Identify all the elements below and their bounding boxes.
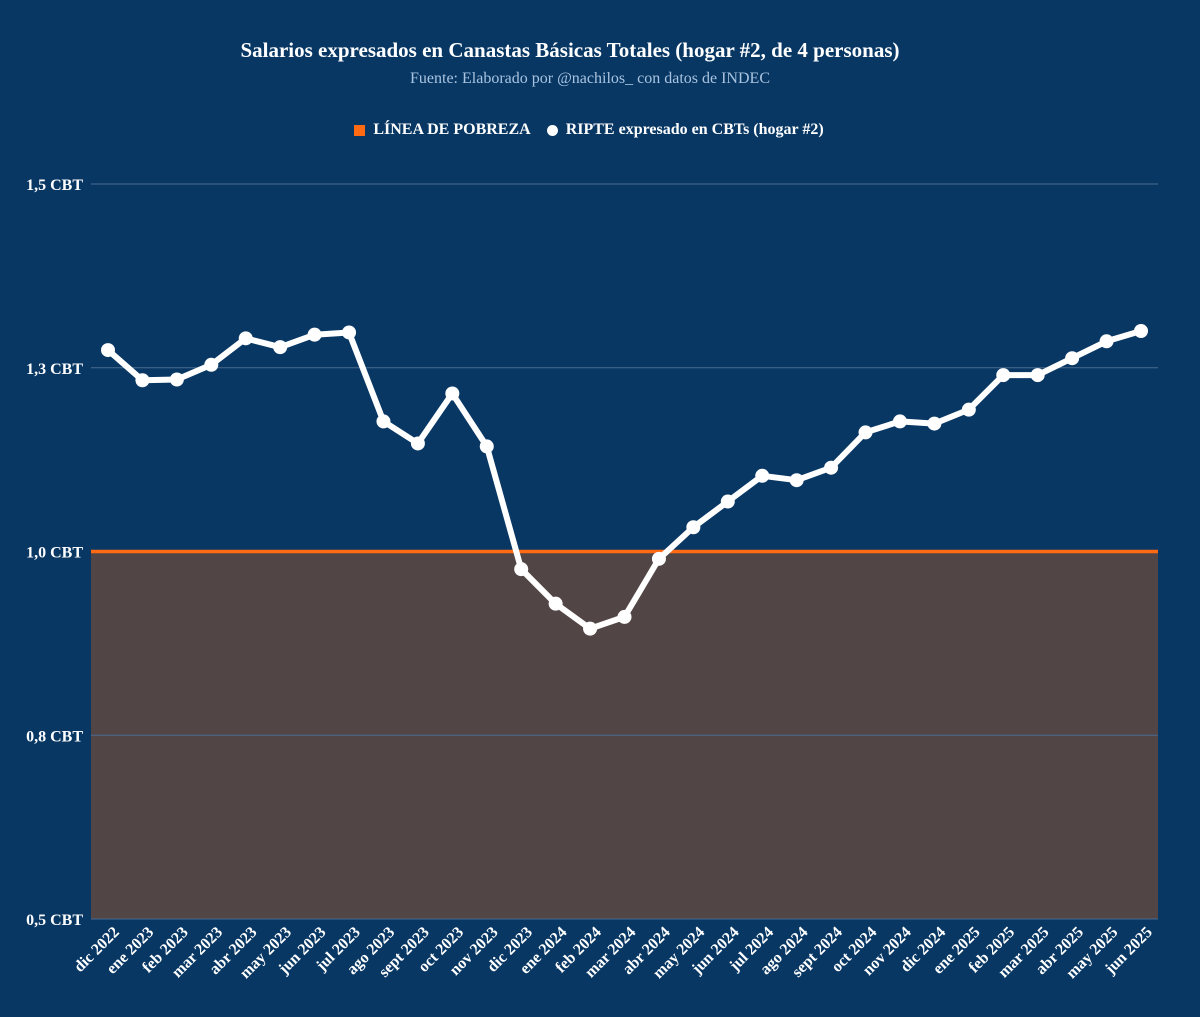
ripte-point <box>204 357 219 372</box>
ripte-point <box>1099 334 1114 349</box>
chart-legend: LÍNEA DE POBREZA RIPTE expresado en CBTs… <box>0 121 1178 139</box>
ripte-point <box>273 340 288 355</box>
legend-item-ripte[interactable]: RIPTE expresado en CBTs (hogar #2) <box>546 121 824 139</box>
y-tick-label: 0,8 CBT <box>26 728 83 745</box>
ripte-point <box>583 621 598 636</box>
ripte-point <box>101 343 115 358</box>
ripte-point <box>720 494 735 509</box>
ripte-point <box>445 386 460 401</box>
ripte-point <box>342 325 357 340</box>
ripte-point <box>376 414 391 429</box>
ripte-point <box>996 368 1011 383</box>
legend-label-ripte: RIPTE expresado en CBTs (hogar #2) <box>565 121 824 138</box>
ripte-point <box>307 327 322 342</box>
legend-item-poverty-line[interactable]: LÍNEA DE POBREZA <box>354 121 531 139</box>
ripte-point <box>755 468 770 483</box>
ripte-point <box>514 562 529 577</box>
chart-title: Salarios expresados en Canastas Básicas … <box>240 38 900 62</box>
y-tick-label: 1,3 CBT <box>26 361 83 378</box>
chart-subtitle: Fuente: Elaborado por @nachilos_ con dat… <box>410 70 770 87</box>
ripte-point <box>135 373 150 388</box>
ripte-point <box>824 460 839 475</box>
ripte-point <box>479 439 494 454</box>
ripte-point <box>617 609 632 624</box>
ripte-point <box>789 473 804 488</box>
ripte-point <box>686 520 701 535</box>
ripte-point <box>892 414 907 429</box>
ripte-point <box>961 402 976 417</box>
legend-square-icon <box>354 124 366 136</box>
y-tick-label: 1,0 CBT <box>26 545 83 562</box>
ripte-point <box>858 425 873 440</box>
ripte-point <box>548 596 563 611</box>
ripte-point <box>927 416 942 431</box>
legend-label-poverty-line: LÍNEA DE POBREZA <box>373 121 531 138</box>
ripte-point <box>651 551 666 566</box>
ripte-point <box>169 372 184 387</box>
y-tick-label: 1,5 CBT <box>26 177 83 194</box>
ripte-point <box>1030 368 1045 383</box>
ripte-point <box>1065 351 1080 366</box>
y-tick-label: 0,5 CBT <box>26 912 83 929</box>
ripte-point <box>410 436 425 451</box>
legend-circle-icon <box>546 124 558 136</box>
ripte-point <box>1134 324 1148 338</box>
ripte-point <box>238 331 253 346</box>
